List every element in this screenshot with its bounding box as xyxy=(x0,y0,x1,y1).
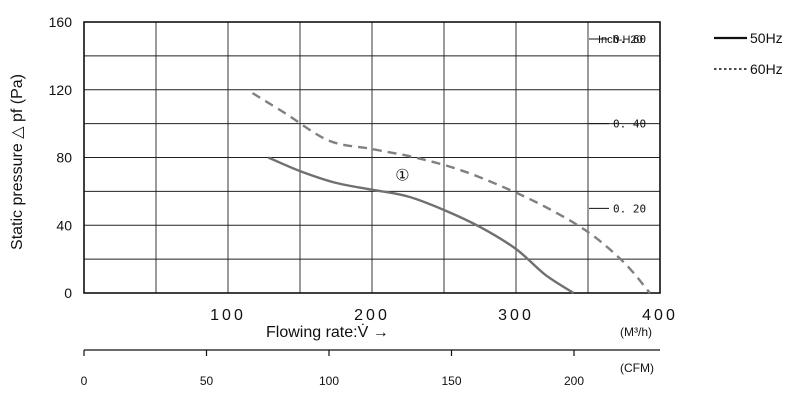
x-tick-label: 400 xyxy=(642,307,678,324)
plot-frame xyxy=(83,21,661,294)
y-tick-label: 160 xyxy=(49,14,73,30)
x-axis-label: Flowing rate:V̇ → xyxy=(266,323,389,341)
series-line-50hz xyxy=(267,156,575,295)
y-axis-label: Static pressure △ pf (Pa) xyxy=(9,74,26,250)
x-tick-label: 100 xyxy=(210,307,246,324)
curve-label: ① xyxy=(395,167,409,184)
cfm-tick-label: 50 xyxy=(200,374,214,388)
cfm-tick-label: 0 xyxy=(81,374,88,388)
cfm-axis: 0 50 100 150 200 xyxy=(81,349,660,388)
legend: 50Hz 60Hz xyxy=(714,30,783,77)
cfm-tick-label: 150 xyxy=(441,374,461,388)
inch-tick-label: 0. 60 xyxy=(613,33,646,46)
y-tick-label: 0 xyxy=(64,285,72,301)
y-tick-label: 40 xyxy=(56,217,72,233)
cfm-tick-label: 200 xyxy=(564,374,584,388)
inch-tick-label: 0. 40 xyxy=(613,118,646,131)
legend-label-60hz: 60Hz xyxy=(750,61,783,77)
inch-tick-label: 0. 20 xyxy=(613,202,646,215)
y-axis: 0 40 80 120 160 xyxy=(49,14,73,301)
x-tick-label: 200 xyxy=(354,307,390,324)
grid xyxy=(84,22,660,293)
x-tick-label: 300 xyxy=(498,307,534,324)
y-tick-label: 80 xyxy=(56,150,72,166)
x-axis: 100 200 300 400 xyxy=(210,307,678,324)
cfm-axis-unit: (CFM) xyxy=(620,361,654,375)
legend-label-50hz: 50Hz xyxy=(750,30,783,46)
x-axis-unit: (M³/h) xyxy=(620,325,652,339)
series-group xyxy=(251,92,651,295)
cfm-tick-label: 100 xyxy=(319,374,339,388)
series-line-60hz xyxy=(251,92,651,294)
inch-axis-unit: Inch-H20 xyxy=(598,34,643,46)
inch-axis: 0. 60 0. 40 0. 20 xyxy=(589,33,646,215)
y-tick-label: 120 xyxy=(49,82,73,98)
